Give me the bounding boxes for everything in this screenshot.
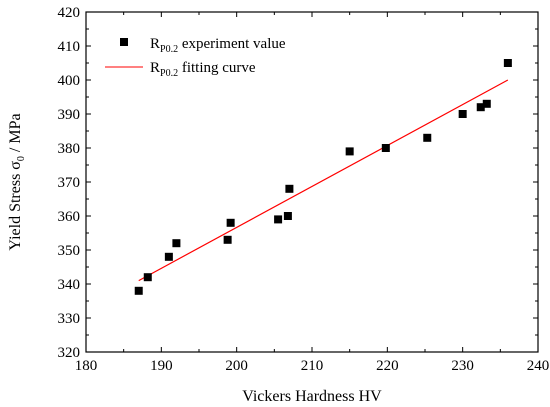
x-tick-label: 240 — [527, 358, 550, 374]
data-point — [423, 133, 432, 142]
data-point — [345, 147, 354, 156]
x-tick-label: 200 — [225, 358, 248, 374]
data-point — [134, 286, 143, 295]
legend-marker-experiment — [120, 38, 128, 46]
data-point — [164, 252, 173, 261]
legend-label-experiment: RP0.2 experiment value — [150, 36, 286, 55]
y-tick-label: 350 — [58, 243, 81, 259]
legend: RP0.2 experiment value RP0.2 fitting cur… — [105, 36, 286, 79]
data-point — [458, 110, 467, 118]
data-point — [223, 235, 232, 244]
data-point — [283, 212, 292, 220]
data-point — [143, 273, 152, 282]
data-point — [476, 103, 485, 112]
y-tick-label: 320 — [58, 345, 81, 361]
y-tick-label: 370 — [58, 175, 81, 191]
data-point — [226, 218, 235, 227]
data-point — [274, 215, 283, 224]
data-point — [503, 59, 512, 67]
x-tick-label: 210 — [301, 358, 324, 374]
data-point — [285, 184, 294, 193]
fit-layer — [138, 79, 509, 282]
y-tick-label: 330 — [58, 311, 81, 327]
data-point — [172, 239, 181, 248]
points-layer — [134, 59, 512, 295]
y-axis-title: Yield Stress σ0 / MPa — [7, 113, 27, 250]
y-tick-label: 360 — [58, 209, 81, 225]
x-tick-label: 190 — [150, 358, 173, 374]
y-tick-label: 390 — [58, 107, 81, 123]
y-tick-label: 420 — [58, 5, 81, 21]
y-tick-label: 380 — [58, 141, 81, 157]
fit-line — [138, 79, 509, 282]
x-tick-label: 230 — [451, 358, 474, 374]
data-point — [482, 99, 491, 108]
legend-label-fit: RP0.2 fitting curve — [150, 60, 256, 79]
x-tick-label: 180 — [75, 358, 98, 374]
y-tick-label: 410 — [58, 39, 81, 55]
y-tick-label: 340 — [58, 277, 81, 293]
y-tick-label: 400 — [58, 73, 81, 89]
axis-ticks: 180 190 200 210 220 230 240 320 330 340 350 360 370 3… — [58, 5, 550, 374]
x-axis-title: Vickers Hardness HV — [242, 388, 382, 405]
data-point — [381, 144, 390, 152]
x-tick-label: 220 — [376, 358, 399, 374]
